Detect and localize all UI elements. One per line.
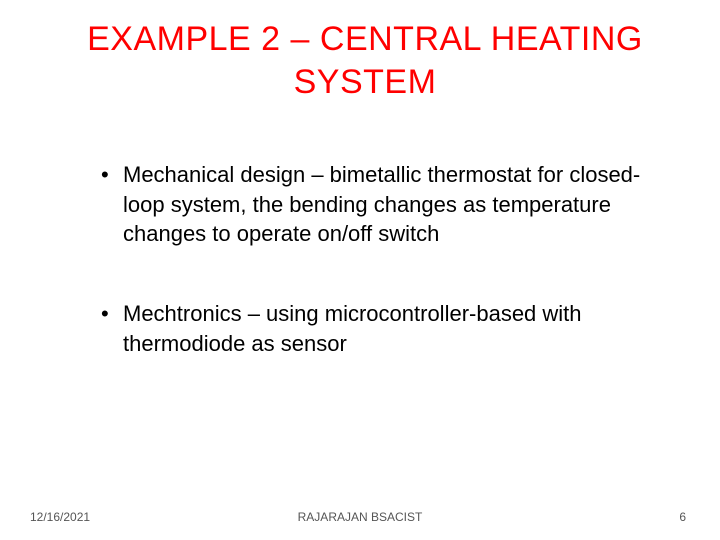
bullet-list: Mechanical design – bimetallic thermosta…	[95, 160, 660, 358]
footer-page-number: 6	[679, 510, 686, 524]
slide-title: EXAMPLE 2 – CENTRAL HEATING SYSTEM	[40, 18, 690, 103]
slide-footer: 12/16/2021 RAJARAJAN BSACIST 6	[0, 504, 720, 524]
footer-author: RAJARAJAN BSACIST	[0, 510, 720, 524]
slide: EXAMPLE 2 – CENTRAL HEATING SYSTEM Mecha…	[0, 0, 720, 540]
slide-body: Mechanical design – bimetallic thermosta…	[95, 160, 660, 408]
bullet-item: Mechanical design – bimetallic thermosta…	[95, 160, 660, 249]
bullet-item: Mechtronics – using microcontroller-base…	[95, 299, 660, 358]
